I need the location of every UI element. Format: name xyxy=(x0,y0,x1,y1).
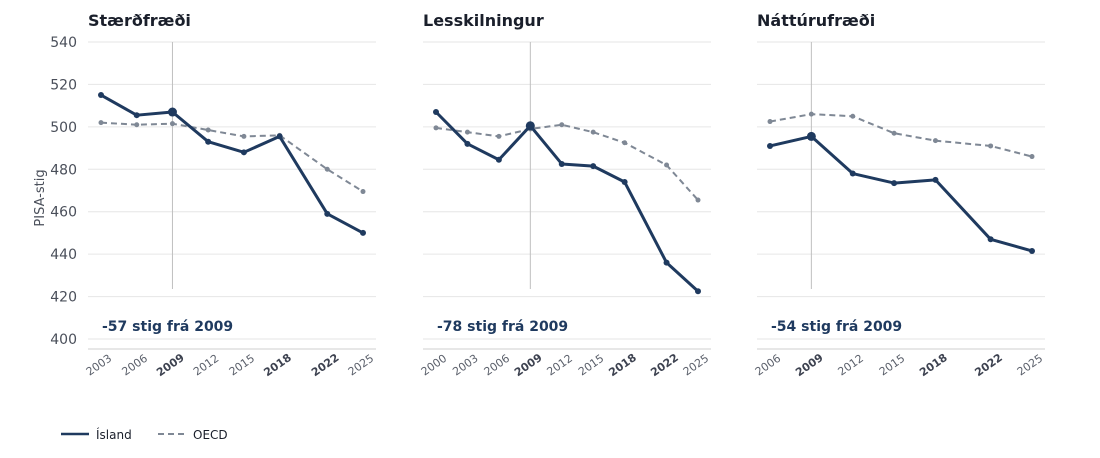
data-point-island xyxy=(495,156,502,163)
data-point-oecd xyxy=(433,125,439,131)
legend: Ísland OECD xyxy=(61,427,228,442)
x-tick-label: 2025 xyxy=(346,352,376,379)
data-point-island xyxy=(276,133,283,140)
data-point-oecd xyxy=(134,122,140,128)
x-tick-label: 2006 xyxy=(482,352,512,379)
x-tick-label: 2003 xyxy=(84,352,114,379)
data-point-island xyxy=(167,107,177,117)
panel-title-science: Náttúrufræði xyxy=(757,11,875,30)
legend-label-island: Ísland xyxy=(96,427,132,442)
annotation-reading: -78 stig frá 2009 xyxy=(437,319,568,335)
data-point-oecd xyxy=(205,127,211,133)
data-point-oecd xyxy=(169,121,175,127)
data-point-oecd xyxy=(767,119,773,125)
data-point-oecd xyxy=(932,138,938,144)
data-point-oecd xyxy=(324,166,330,172)
x-tick-label: 2015 xyxy=(576,352,606,379)
x-tick-label: 2003 xyxy=(450,352,480,379)
series-line-oecd xyxy=(435,123,699,201)
data-point-island xyxy=(932,176,939,183)
y-tick-labels: 400 420 440 460 480 500 520 540 xyxy=(50,35,77,348)
series-line-oecd xyxy=(100,121,364,193)
data-point-oecd xyxy=(590,129,596,135)
data-point-oecd xyxy=(988,143,994,149)
data-point-island xyxy=(767,142,773,149)
y-tick-label: 520 xyxy=(50,77,77,93)
data-point-oecd xyxy=(695,197,701,203)
x-tick-label: 2018 xyxy=(917,351,950,379)
data-point-island xyxy=(464,140,471,147)
data-point-oecd xyxy=(622,140,628,146)
panel-title-math: Stærðfræði xyxy=(88,11,191,30)
data-point-oecd xyxy=(559,122,565,128)
panel-math: Stærðfræði -57 stig frá 2009 2003 2006 200… xyxy=(84,11,376,379)
x-tick-label: 2006 xyxy=(120,352,150,379)
data-point-island xyxy=(695,288,701,295)
data-point-island xyxy=(324,210,331,217)
data-point-island xyxy=(525,121,535,131)
data-point-oecd xyxy=(850,113,856,119)
data-point-oecd xyxy=(98,120,104,126)
y-tick-label: 420 xyxy=(50,290,77,306)
data-point-island xyxy=(987,236,994,243)
series-line-island xyxy=(100,93,364,235)
data-point-island xyxy=(433,109,439,116)
x-tick-label: 2022 xyxy=(309,351,342,379)
data-point-island xyxy=(806,131,816,141)
data-point-island xyxy=(98,92,104,99)
y-axis-label: PISA-stig xyxy=(33,169,48,226)
legend-label-oecd: OECD xyxy=(193,428,228,442)
data-point-island xyxy=(558,160,565,167)
data-point-island xyxy=(663,259,670,266)
panel-title-reading: Lesskilningur xyxy=(423,11,544,30)
y-tick-label: 480 xyxy=(50,162,77,178)
x-tick-label: 2025 xyxy=(681,352,711,379)
data-point-island xyxy=(1029,247,1035,254)
data-point-oecd xyxy=(241,133,247,139)
x-tick-label: 2018 xyxy=(606,351,639,379)
x-tick-label: 2012 xyxy=(836,352,866,379)
data-point-oecd xyxy=(808,111,814,117)
x-tick-label: 2022 xyxy=(972,351,1005,379)
x-tick-label: 2025 xyxy=(1015,352,1045,379)
x-tick-label: 2022 xyxy=(648,351,681,379)
data-point-island xyxy=(621,179,628,186)
panel-science: Náttúrufræði -54 stig frá 2009 2006 2009 2… xyxy=(753,11,1045,379)
x-tick-label: 2009 xyxy=(793,351,826,379)
x-tick-label: 2015 xyxy=(227,352,257,379)
x-tick-label: 2006 xyxy=(753,352,783,379)
annotation-science: -54 stig frá 2009 xyxy=(771,319,902,335)
x-tick-label: 2012 xyxy=(191,352,221,379)
data-point-island xyxy=(205,138,212,145)
data-point-island xyxy=(590,163,597,170)
y-tick-label: 400 xyxy=(50,332,77,348)
x-tick-label: 2009 xyxy=(154,351,187,379)
data-point-island xyxy=(360,229,366,236)
y-tick-label: 540 xyxy=(50,35,77,51)
y-tick-label: 440 xyxy=(50,247,77,263)
data-point-island xyxy=(240,149,247,156)
annotation-math: -57 stig frá 2009 xyxy=(102,319,233,335)
data-point-oecd xyxy=(464,129,470,135)
series-line-island xyxy=(434,110,700,293)
x-tick-label: 2012 xyxy=(545,352,575,379)
data-point-oecd xyxy=(891,130,897,136)
data-point-oecd xyxy=(496,133,502,139)
x-tick-label: 2009 xyxy=(512,351,545,379)
y-tick-label: 500 xyxy=(50,120,77,136)
data-point-island xyxy=(891,180,898,187)
grid-layer xyxy=(88,41,1045,350)
data-point-oecd xyxy=(664,162,670,168)
data-point-oecd xyxy=(1029,154,1035,160)
series-line-island xyxy=(769,134,1033,253)
data-point-oecd xyxy=(360,189,366,195)
x-tick-label: 2015 xyxy=(877,352,907,379)
panel-reading: Lesskilningur -78 stig frá 2009 2000 2003… xyxy=(419,11,711,379)
data-point-island xyxy=(133,112,140,119)
x-tick-label: 2000 xyxy=(419,352,449,379)
data-point-island xyxy=(849,170,856,177)
y-tick-label: 460 xyxy=(50,205,77,221)
x-tick-label: 2018 xyxy=(261,351,294,379)
